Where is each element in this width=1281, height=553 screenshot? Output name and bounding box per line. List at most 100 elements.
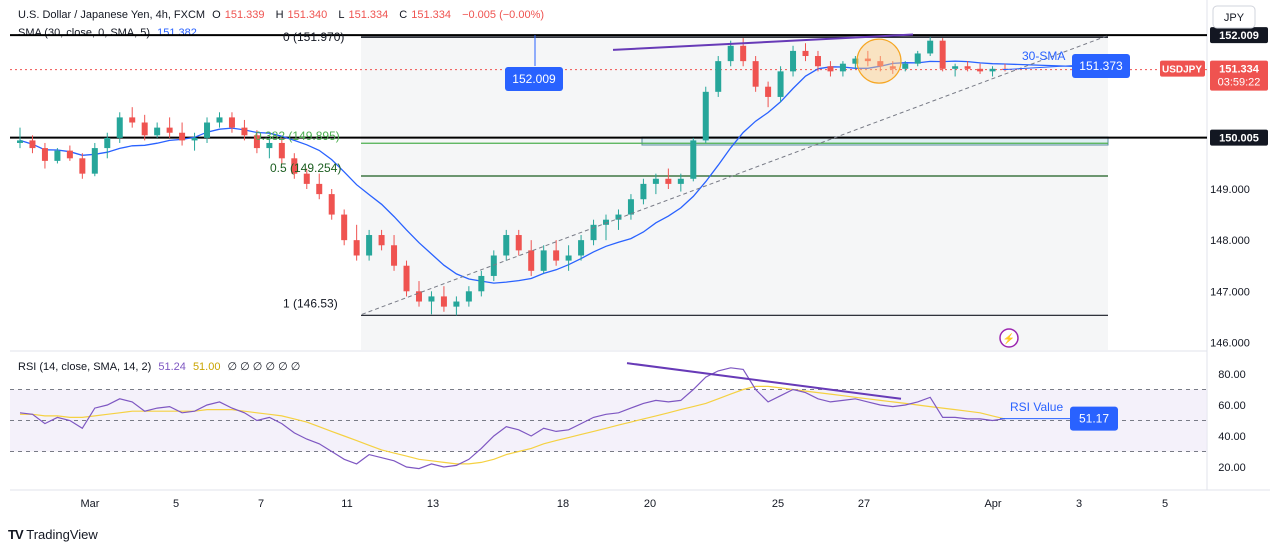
candle [864, 50, 871, 67]
candle-body [204, 122, 211, 138]
candle-body [727, 45, 734, 62]
candle-body [278, 142, 285, 159]
candle [129, 107, 136, 128]
rsi-legend-title: RSI (14, close, SMA, 14, 2) [18, 361, 152, 373]
sma-callout: 151.373 [1072, 54, 1130, 78]
rsi-band-fill [10, 389, 1207, 452]
candle-body [777, 71, 784, 97]
candle [977, 63, 984, 74]
candle [777, 66, 784, 103]
candle [278, 137, 285, 164]
candle-body [902, 63, 909, 69]
tradingview-brand[interactable]: TV TradingView [8, 527, 98, 542]
candle [528, 240, 535, 276]
candle [665, 168, 672, 189]
rsi-ma-line [20, 385, 1006, 465]
candle-body [503, 235, 510, 256]
candle [216, 112, 223, 128]
candle-body [166, 127, 173, 133]
rsi-line [19, 367, 1006, 470]
candle [141, 114, 148, 141]
candle [391, 235, 398, 271]
rsi-tick-label: 20.00 [1218, 462, 1246, 474]
candle-body [528, 250, 535, 271]
fib-label-0: 0 (151.970) [283, 30, 344, 44]
time-tick-label: 11 [341, 498, 352, 510]
candle-body [652, 178, 659, 184]
candle-body [640, 183, 647, 200]
candle-body [66, 150, 73, 159]
event-icon[interactable]: ⚡ [999, 328, 1019, 348]
candle [191, 132, 198, 151]
candle [79, 153, 86, 179]
current-price-box [1210, 60, 1268, 91]
rsi-divergence-line [626, 362, 902, 400]
candle-body [54, 150, 61, 161]
rsi-legend-extra: ∅ ∅ ∅ ∅ ∅ ∅ [227, 361, 301, 373]
candle-body [515, 235, 522, 251]
candle-body [341, 214, 348, 241]
candle [478, 270, 485, 297]
candle [316, 173, 323, 200]
price-tick-label: 146.000 [1210, 337, 1250, 349]
price-tick-label: 148.000 [1210, 235, 1250, 247]
candle [515, 229, 522, 256]
candle-body [104, 137, 111, 149]
candle-body [191, 137, 198, 141]
candle [964, 61, 971, 72]
candle-body [378, 235, 385, 246]
resistance-trendline [612, 33, 914, 51]
currency-button[interactable]: JPY [1212, 5, 1256, 29]
candle [353, 224, 360, 261]
time-tick-label: 27 [858, 498, 870, 510]
fib-label-1: 1 (146.53) [283, 296, 338, 310]
level-150-tag: 150.005 [1210, 129, 1268, 146]
sma-30-line [19, 60, 1109, 284]
candle [615, 209, 622, 230]
candle [677, 173, 684, 192]
candle-body [453, 301, 460, 307]
candle [116, 112, 123, 143]
candle [440, 286, 447, 312]
candle [590, 219, 597, 246]
candle [66, 145, 73, 161]
candle [453, 296, 460, 316]
time-tick-label: 5 [1162, 498, 1168, 510]
candle [715, 56, 722, 97]
candle-body [715, 61, 722, 92]
time-tick-label: 7 [258, 498, 264, 510]
candle-body [79, 158, 86, 174]
candle [603, 214, 610, 241]
fib-label-05: 0.5 (149.254) [270, 161, 341, 175]
current-price-text: 151.334 [1219, 64, 1260, 76]
candle [852, 56, 859, 69]
rsi-legend[interactable]: RSI (14, close, SMA, 14, 2) 51.24 51.00 … [18, 360, 304, 373]
sma-callout-box [1072, 54, 1130, 78]
countdown-text: 03:59:22 [1218, 77, 1261, 89]
lightning-icon: ⚡ [1003, 332, 1015, 345]
candle [166, 117, 173, 138]
fib-zone [361, 34, 1108, 350]
fib-label-0382: 0.382 (149.895) [255, 129, 340, 143]
rsi-tick-label: 80.00 [1218, 369, 1246, 381]
candle [939, 38, 946, 72]
time-tick-label: 3 [1076, 498, 1082, 510]
candle [989, 66, 996, 77]
candle-body [827, 66, 834, 72]
level-150-tag-box [1210, 129, 1268, 146]
ohlc-open: O 151.339 [212, 9, 265, 21]
high-callout-box [505, 67, 563, 91]
candle [303, 168, 310, 189]
candle [752, 56, 759, 92]
symbol-tag-text: USDJPY [1162, 65, 1202, 76]
candle-body [927, 40, 934, 54]
symbol-title: U.S. Dollar / Japanese Yen, 4h, FXCM [18, 9, 206, 21]
candle-body [615, 214, 622, 220]
tradingview-logo-icon: TV [8, 527, 24, 542]
candle-body [603, 219, 610, 225]
candle [428, 291, 435, 315]
candle [927, 37, 934, 57]
candle-body [490, 255, 497, 276]
